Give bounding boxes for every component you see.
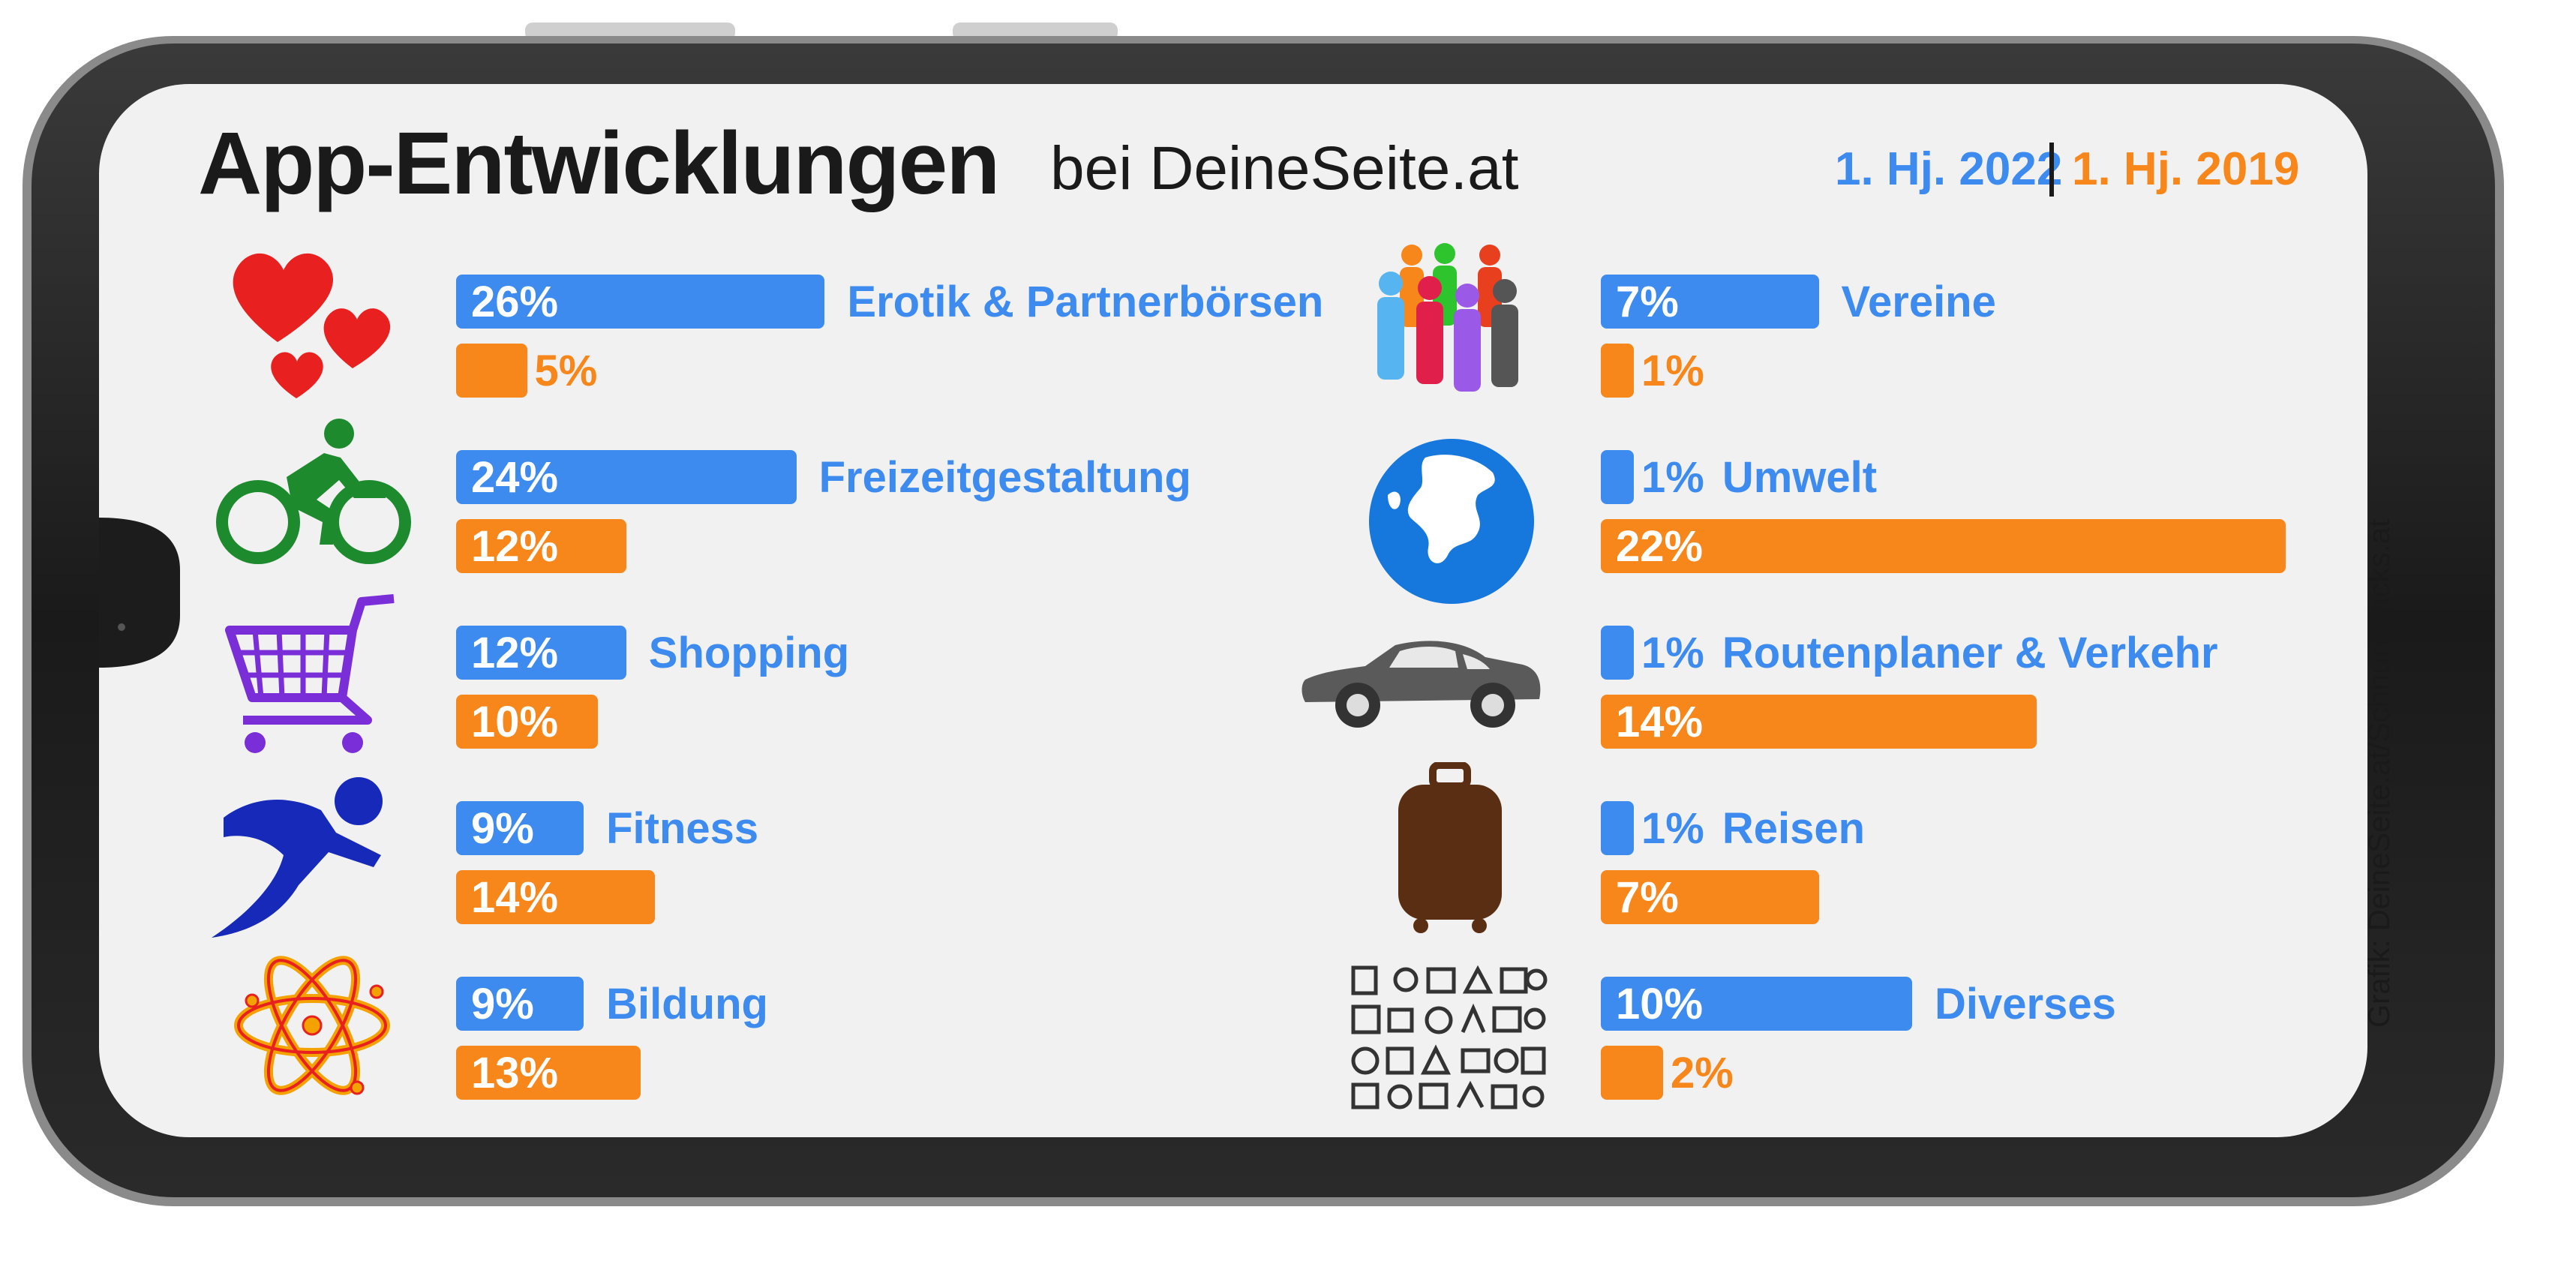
misc-icons-grid-icon bbox=[1351, 965, 1548, 1109]
bar-2022 bbox=[1601, 977, 1912, 1031]
bar-2022 bbox=[456, 801, 584, 855]
value-label-2022: 7% bbox=[1616, 278, 1679, 326]
value-label-2022: 1% bbox=[1641, 804, 1704, 853]
bar-2022 bbox=[1601, 275, 1819, 329]
bar-2019 bbox=[456, 695, 598, 749]
value-label-2019: 13% bbox=[471, 1049, 559, 1097]
category-label: Shopping bbox=[648, 629, 850, 677]
category-label: Vereine bbox=[1841, 278, 1996, 326]
cyclist-icon bbox=[216, 419, 411, 564]
bar-2019 bbox=[456, 1046, 641, 1100]
value-label-2019: 2% bbox=[1671, 1049, 1734, 1097]
bar-2019 bbox=[1601, 695, 2037, 749]
value-label-2019: 5% bbox=[534, 347, 598, 395]
category-label: Bildung bbox=[606, 980, 768, 1028]
category-label: Umwelt bbox=[1722, 453, 1878, 502]
suitcase-icon bbox=[1398, 762, 1502, 933]
bar-2019 bbox=[456, 519, 626, 573]
value-label-2022: 26% bbox=[471, 278, 559, 326]
value-label-2022: 1% bbox=[1641, 453, 1704, 502]
value-label-2019: 1% bbox=[1641, 347, 1704, 395]
value-label-2022: 10% bbox=[1616, 980, 1704, 1028]
bar-2022 bbox=[456, 275, 825, 329]
category-label: Routenplaner & Verkehr bbox=[1722, 629, 2218, 677]
value-label-2019: 7% bbox=[1616, 873, 1679, 922]
runner-icon bbox=[212, 777, 383, 938]
bar-2019 bbox=[456, 344, 527, 398]
value-label-2019: 12% bbox=[471, 522, 559, 571]
value-label-2022: 9% bbox=[471, 980, 534, 1028]
chart-subtitle: bei DeineSeite.at bbox=[1050, 134, 1519, 203]
legend-separator bbox=[2049, 143, 2054, 197]
value-label-2019: 14% bbox=[1616, 698, 1704, 746]
value-label-2022: 12% bbox=[471, 629, 559, 677]
value-label-2019: 10% bbox=[471, 698, 559, 746]
bar-2022 bbox=[1601, 626, 1634, 680]
car-icon bbox=[1302, 641, 1541, 728]
bar-2019 bbox=[1601, 344, 1634, 398]
bar-2022 bbox=[456, 626, 626, 680]
category-label: Diverses bbox=[1935, 980, 2116, 1028]
bar-2019 bbox=[456, 870, 655, 924]
category-label: Freizeitgestaltung bbox=[818, 453, 1191, 502]
category-label: Erotik & Partnerbörsen bbox=[847, 278, 1324, 326]
bar-2019 bbox=[1601, 519, 2286, 573]
atom-icon bbox=[234, 956, 390, 1095]
value-label-2022: 24% bbox=[471, 453, 559, 502]
legend-2022: 1. Hj. 2022 bbox=[1835, 143, 2063, 195]
legend-2019: 1. Hj. 2019 bbox=[2072, 143, 2300, 195]
value-label-2019: 22% bbox=[1616, 522, 1704, 571]
hearts-icon bbox=[233, 253, 391, 398]
value-label-2019: 14% bbox=[471, 873, 559, 922]
bar-2022 bbox=[1601, 801, 1634, 855]
bar-2022 bbox=[456, 977, 584, 1031]
category-label: Reisen bbox=[1722, 804, 1866, 853]
value-label-2022: 9% bbox=[471, 804, 534, 853]
category-label: Fitness bbox=[606, 804, 759, 853]
bar-2019 bbox=[1601, 1046, 1663, 1100]
bar-2022 bbox=[456, 450, 797, 504]
chart-title: App-Entwicklungen bbox=[198, 114, 1000, 213]
value-label-2022: 1% bbox=[1641, 629, 1704, 677]
bar-2022 bbox=[1601, 450, 1634, 504]
bar-2019 bbox=[1601, 870, 1819, 924]
globe-icon bbox=[1369, 439, 1534, 604]
people-group-icon bbox=[1377, 243, 1518, 392]
shopping-cart-icon bbox=[225, 594, 395, 753]
credit-text: Grafik: DeineSeite.at/Schnurstracks.at bbox=[2363, 518, 2396, 1028]
